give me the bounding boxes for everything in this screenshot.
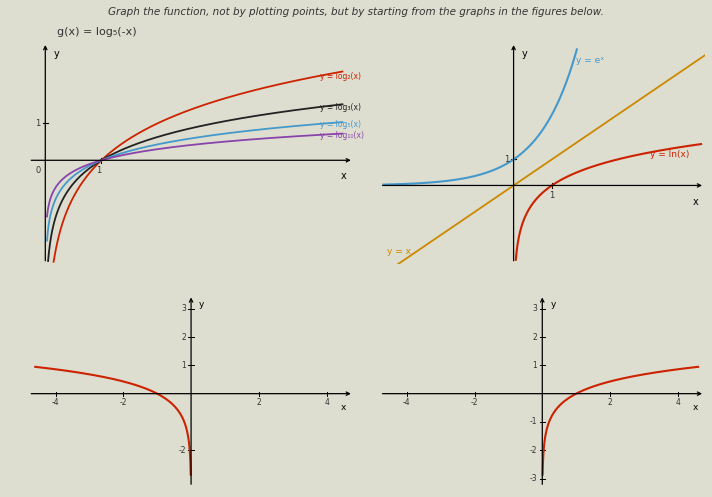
Text: y = eˣ: y = eˣ: [576, 56, 604, 66]
Text: 4: 4: [676, 399, 680, 408]
Text: y: y: [199, 300, 204, 309]
Text: 4: 4: [324, 399, 329, 408]
Text: 1: 1: [35, 119, 41, 128]
Text: 1: 1: [533, 361, 538, 370]
Text: x: x: [341, 403, 347, 413]
Text: 1: 1: [549, 191, 555, 200]
Text: y: y: [53, 49, 59, 59]
Text: -2: -2: [179, 446, 187, 455]
Text: y = ln(x): y = ln(x): [650, 150, 690, 159]
Text: 3: 3: [533, 304, 538, 313]
Text: 3: 3: [182, 304, 187, 313]
Text: y = log₂(x): y = log₂(x): [320, 72, 361, 82]
Text: y = log₁₀(x): y = log₁₀(x): [320, 131, 364, 140]
Text: -4: -4: [403, 399, 411, 408]
Text: -2: -2: [471, 399, 478, 408]
Text: 2: 2: [533, 332, 538, 341]
Text: -2: -2: [530, 446, 538, 455]
Text: y = x: y = x: [387, 247, 412, 256]
Text: -3: -3: [530, 474, 538, 483]
Text: 2: 2: [607, 399, 612, 408]
Text: 1: 1: [96, 166, 101, 175]
Text: 2: 2: [256, 399, 261, 408]
Text: -2: -2: [120, 399, 127, 408]
Text: 2: 2: [182, 332, 187, 341]
Text: g(x) = log₅(-x): g(x) = log₅(-x): [57, 27, 137, 37]
Text: x: x: [693, 403, 698, 413]
Text: -1: -1: [530, 417, 538, 426]
Text: y: y: [550, 300, 556, 309]
Text: y = log₅(x): y = log₅(x): [320, 120, 361, 129]
Text: y = log₃(x): y = log₃(x): [320, 103, 361, 112]
Text: -4: -4: [52, 399, 59, 408]
Text: Graph the function, not by plotting points, but by starting from the graphs in t: Graph the function, not by plotting poin…: [108, 7, 604, 17]
Text: 1: 1: [504, 155, 510, 164]
Text: x: x: [692, 196, 698, 207]
Text: y: y: [522, 49, 528, 59]
Text: 1: 1: [182, 361, 187, 370]
Text: 0: 0: [35, 166, 41, 175]
Text: x: x: [341, 171, 347, 181]
